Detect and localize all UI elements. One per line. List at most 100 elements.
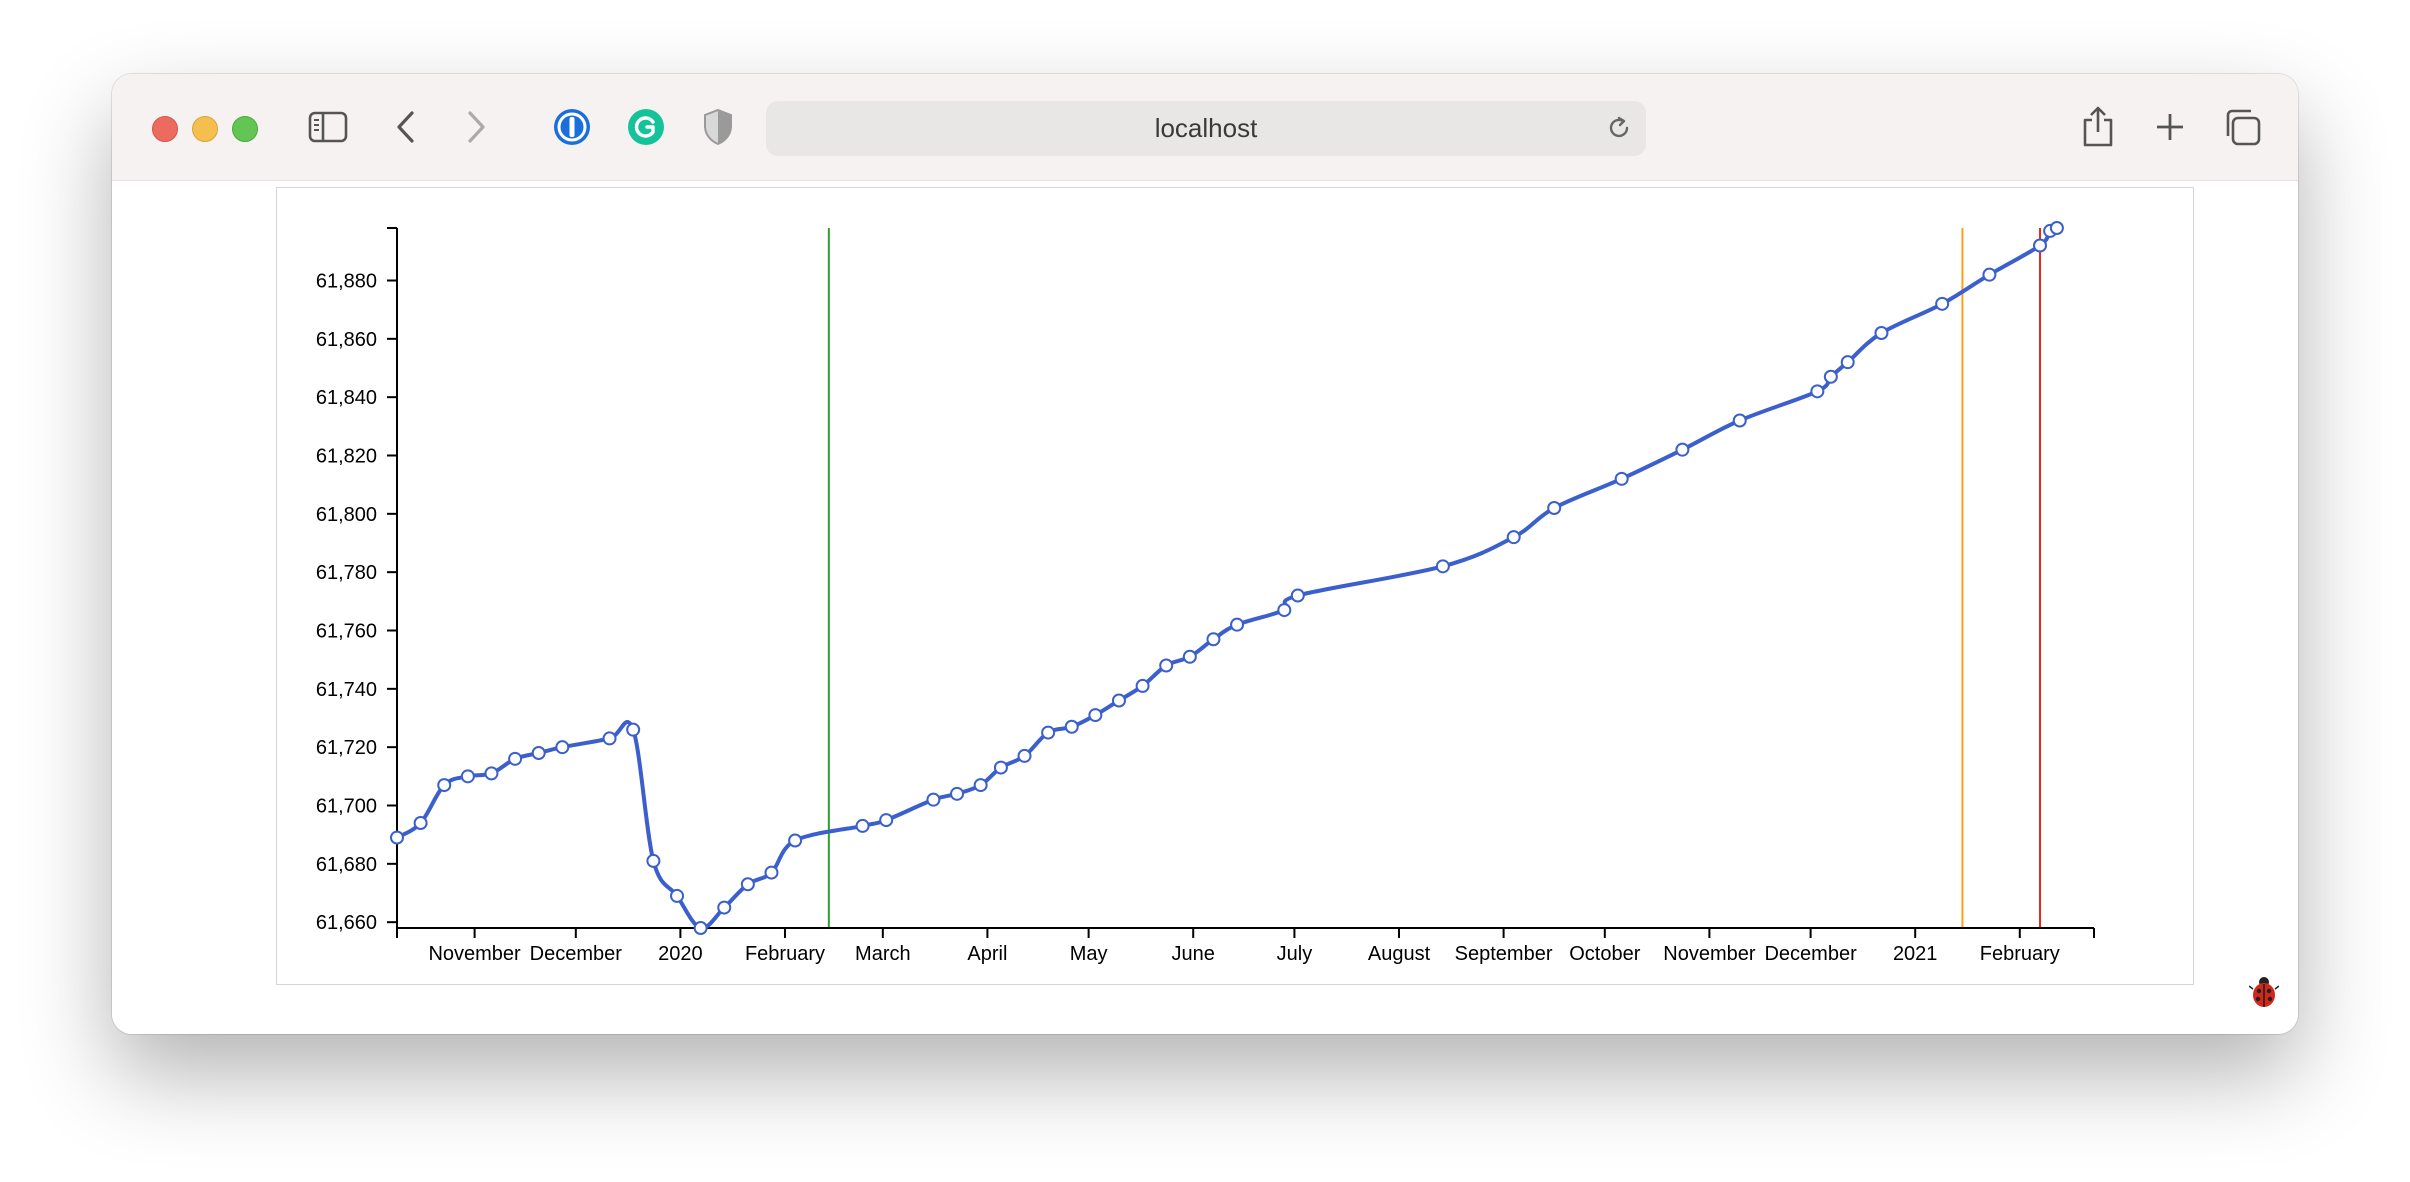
series-line (395, 226, 2058, 931)
address-text: localhost (1154, 113, 1258, 143)
data-point (390, 830, 404, 845)
data-point (484, 766, 499, 781)
data-point (1017, 748, 1032, 763)
reload-icon[interactable] (1606, 115, 1632, 146)
data-point (1435, 559, 1450, 574)
data-point (1182, 649, 1197, 664)
data-point (626, 722, 641, 737)
data-point (1732, 413, 1747, 428)
y-tick-label: 61,700 (316, 796, 377, 818)
x-tick-label: May (1070, 943, 1108, 965)
x-tick-label: 2020 (658, 943, 703, 965)
y-tick-label: 61,760 (316, 621, 377, 643)
y-tick-label: 61,880 (316, 271, 377, 293)
plus-icon[interactable] (2153, 110, 2187, 144)
x-axis: November December 2020 February March April Ma… (396, 927, 2095, 965)
data-point (1823, 369, 1838, 384)
grammarly-icon[interactable] (626, 107, 666, 147)
data-point (1614, 471, 1629, 486)
data-point (764, 865, 779, 880)
data-point (1935, 296, 1950, 311)
x-tick-label: August (1368, 943, 1431, 965)
data-point (855, 818, 870, 833)
1password-icon[interactable] (552, 107, 592, 147)
share-icon[interactable] (2080, 104, 2116, 148)
y-tick-label: 61,780 (316, 562, 377, 584)
zoom-window-button[interactable] (232, 116, 258, 142)
data-point (1064, 719, 1079, 734)
address-bar[interactable]: localhost (766, 101, 1646, 156)
data-point (788, 833, 803, 848)
data-point (1810, 384, 1825, 399)
x-tick-label: March (855, 943, 911, 965)
data-point (973, 778, 988, 793)
y-tick-label: 61,840 (316, 387, 377, 409)
data-point (1277, 603, 1292, 618)
back-chevron-icon[interactable] (394, 110, 418, 144)
x-tick-label: December (1764, 943, 1857, 965)
y-tick-label: 61,720 (316, 737, 377, 759)
data-point (879, 813, 894, 828)
data-point (1506, 530, 1521, 545)
forward-chevron-icon[interactable] (464, 110, 488, 144)
x-tick-label: 2021 (1893, 943, 1938, 965)
data-point (950, 786, 965, 801)
y-axis: 61,660 61,680 61,700 61,720 61,740 61,760 61,7… (316, 227, 398, 934)
data-point (670, 888, 685, 903)
x-tick-label: November (1663, 943, 1756, 965)
y-tick-label: 61,660 (316, 912, 377, 934)
data-point (693, 921, 708, 935)
y-tick-label: 61,680 (316, 854, 377, 876)
y-tick-label: 61,740 (316, 679, 377, 701)
data-point (926, 792, 941, 807)
x-tick-label: April (967, 943, 1007, 965)
data-point (555, 740, 570, 755)
chart-frame: 61,660 61,680 61,700 61,720 61,740 61,760 61,7… (276, 187, 2194, 985)
data-point (1159, 658, 1174, 673)
line-chart: 61,660 61,680 61,700 61,720 61,740 61,760 61,7… (316, 221, 2095, 965)
data-point (1982, 267, 1997, 282)
x-tick-label: February (745, 943, 825, 965)
data-point (460, 769, 475, 784)
browser-window: localhost 61,660 61,680 61,700 61,720 61,740… (112, 74, 2298, 1034)
data-point (437, 778, 452, 793)
minimize-window-button[interactable] (192, 116, 218, 142)
x-tick-label: June (1172, 943, 1215, 965)
x-tick-label: November (428, 943, 521, 965)
tab-overview-icon[interactable] (2222, 107, 2262, 147)
data-point (993, 760, 1008, 775)
data-point (1088, 708, 1103, 723)
data-point (2049, 221, 2064, 235)
data-point (1111, 693, 1126, 708)
data-point (602, 731, 617, 746)
data-point (1290, 588, 1305, 603)
x-tick-label: July (1277, 943, 1313, 965)
y-tick-label: 61,820 (316, 446, 377, 468)
data-point (1874, 326, 1889, 340)
browser-toolbar: localhost (112, 74, 2298, 181)
x-tick-label: December (530, 943, 623, 965)
shield-icon[interactable] (702, 108, 734, 146)
x-tick-label: September (1455, 943, 1553, 965)
data-point (1675, 442, 1690, 457)
data-point (1135, 678, 1150, 693)
y-tick-label: 61,860 (316, 329, 377, 351)
data-point (1840, 355, 1855, 370)
y-tick-label: 61,800 (316, 504, 377, 526)
data-point (413, 816, 428, 830)
data-point (646, 853, 661, 868)
ladybug-icon[interactable] (2248, 975, 2280, 1014)
data-point (531, 746, 546, 760)
data-point (1041, 725, 1056, 740)
sidebar-icon[interactable] (308, 110, 348, 144)
x-tick-label: February (1980, 943, 2060, 965)
close-window-button[interactable] (152, 116, 178, 142)
data-point (508, 751, 523, 766)
data-point (717, 900, 732, 915)
data-point (1206, 632, 1221, 647)
data-points (390, 221, 2064, 935)
marker-lines (827, 228, 2042, 928)
x-tick-label: October (1569, 943, 1640, 965)
page-content: 61,660 61,680 61,700 61,720 61,740 61,760 61,7… (112, 181, 2298, 1034)
data-point (2033, 238, 2048, 253)
